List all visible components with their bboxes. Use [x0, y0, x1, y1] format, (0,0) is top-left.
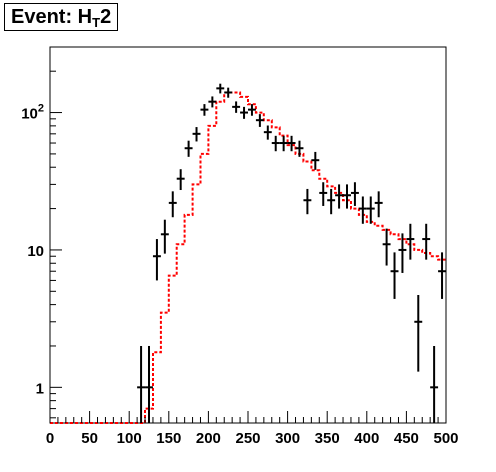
histogram-line: [50, 91, 446, 424]
histogram-layer: [50, 91, 446, 424]
y-tick-base: 10: [21, 106, 38, 123]
data-point: [192, 127, 201, 142]
data-point: [176, 169, 185, 191]
data-points-layer: [137, 83, 446, 423]
data-point: [216, 83, 225, 94]
data-point: [137, 345, 146, 423]
data-point: [303, 188, 312, 215]
x-tick-label: 400: [354, 430, 379, 447]
chart-title-main: Event: H: [11, 6, 93, 28]
data-point: [295, 140, 304, 157]
data-point: [168, 191, 177, 218]
data-point: [366, 196, 375, 224]
data-point: [358, 196, 367, 224]
data-point: [160, 219, 169, 254]
data-point: [382, 228, 391, 266]
data-point: [398, 233, 407, 273]
data-point: [319, 182, 328, 206]
data-point: [335, 184, 344, 209]
data-point: [184, 140, 193, 157]
x-tick-label: 300: [275, 430, 300, 447]
data-point: [438, 252, 446, 299]
data-point: [255, 114, 264, 127]
data-point: [248, 104, 256, 116]
y-tick-label: 1: [36, 380, 44, 397]
x-tick-label: 500: [433, 430, 458, 447]
data-point: [224, 87, 233, 98]
chart-title-suffix: 2: [100, 6, 112, 28]
data-point: [200, 104, 209, 116]
data-point: [422, 223, 431, 260]
data-point: [414, 294, 423, 372]
y-tick-exponent: 2: [38, 103, 44, 115]
data-point: [279, 135, 288, 152]
data-point: [271, 135, 280, 152]
data-point: [390, 252, 399, 299]
data-point: [430, 345, 439, 423]
data-point: [240, 106, 248, 119]
data-point: [327, 188, 336, 215]
x-tick-label: 450: [394, 430, 419, 447]
data-point: [208, 96, 217, 108]
x-axis: 0 50 100 150 200 250 300 350 400 450 500: [46, 411, 459, 447]
chart-title-subscript: T: [92, 15, 101, 30]
data-point: [152, 239, 161, 281]
data-point: [263, 125, 272, 140]
y-tick-label: 102: [21, 103, 44, 123]
data-point: [374, 191, 383, 218]
x-tick-label: 200: [196, 430, 221, 447]
x-tick-label: 350: [315, 430, 340, 447]
x-tick-label: 50: [81, 430, 98, 447]
y-tick-label: 10: [27, 243, 44, 260]
data-point: [350, 182, 359, 206]
data-point: [311, 151, 320, 170]
x-tick-label: 250: [235, 430, 260, 447]
y-tick-base: 1: [36, 380, 44, 397]
x-tick-label: 100: [117, 430, 142, 447]
y-tick-base: 10: [27, 243, 44, 260]
data-point: [232, 101, 241, 113]
data-point: [406, 223, 415, 260]
data-point: [145, 345, 153, 423]
data-point: [343, 184, 351, 209]
chart-title: Event: HT2: [4, 3, 119, 31]
x-tick-label: 150: [156, 430, 181, 447]
data-point: [287, 135, 296, 152]
x-tick-label: 0: [46, 430, 54, 447]
